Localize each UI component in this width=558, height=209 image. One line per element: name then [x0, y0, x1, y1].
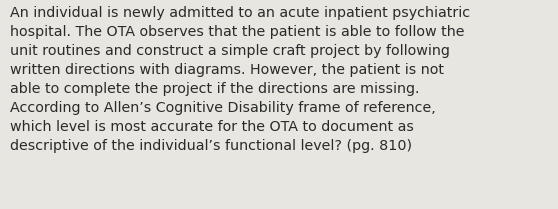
Text: An individual is newly admitted to an acute inpatient psychiatric
hospital. The : An individual is newly admitted to an ac… — [10, 6, 470, 153]
